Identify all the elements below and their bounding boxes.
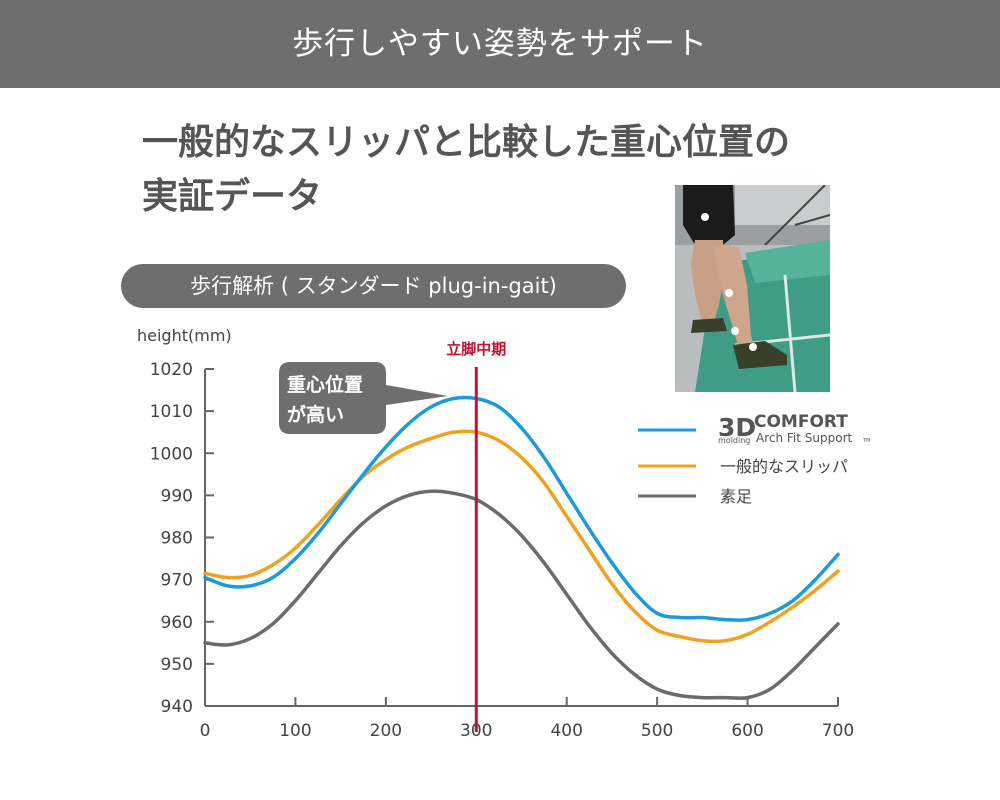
x-ticks: 0100200300400500600700 bbox=[200, 697, 854, 741]
gait-photo-illustration bbox=[675, 185, 830, 392]
y-ticks: 940 950 960 970 980 990 1000 1010 1020 bbox=[150, 360, 214, 717]
callout-line-2: が高い bbox=[287, 403, 344, 426]
section-label-pill: 歩行解析 ( スタンダード plug-in-gait) bbox=[121, 264, 626, 308]
callout-bubble: 重心位置 が高い bbox=[279, 362, 448, 434]
x-tick-label: 600 bbox=[731, 721, 763, 741]
series-lines bbox=[203, 395, 840, 700]
heading-line-2: 実証データ bbox=[142, 176, 323, 217]
brand-molding: molding bbox=[718, 436, 750, 445]
series-line-2 bbox=[203, 489, 840, 700]
y-tick-label: 1020 bbox=[150, 360, 193, 380]
y-tick-label: 960 bbox=[161, 613, 193, 633]
series-line-0 bbox=[203, 395, 840, 622]
legend-label-barefoot: 素足 bbox=[720, 487, 752, 506]
callout-line-1: 重心位置 bbox=[287, 373, 363, 396]
page-heading: 一般的なスリッパと比較した重心位置の 実証データ bbox=[142, 116, 882, 224]
y-tick-label: 980 bbox=[161, 529, 193, 549]
y-axis-label: height(mm) bbox=[137, 326, 232, 345]
x-tick-label: 200 bbox=[370, 721, 402, 741]
brand-tagline: Arch Fit Support bbox=[756, 431, 853, 445]
series-line-1 bbox=[203, 429, 840, 644]
y-tick-label: 950 bbox=[161, 655, 193, 675]
midstance-marker-label: 立脚中期 bbox=[446, 340, 506, 358]
brand-comfort: COMFORT bbox=[754, 412, 848, 432]
y-tick-label: 990 bbox=[161, 486, 193, 506]
x-tick-label: 700 bbox=[822, 721, 854, 741]
legend: 3D COMFORT molding Arch Fit Support TM 一… bbox=[638, 412, 870, 506]
gait-photo bbox=[675, 185, 830, 392]
y-tick-label: 940 bbox=[161, 697, 193, 717]
y-tick-label: 970 bbox=[161, 571, 193, 591]
legend-item-barefoot: 素足 bbox=[638, 487, 752, 506]
x-tick-label: 500 bbox=[641, 721, 673, 741]
y-tick-label: 1000 bbox=[150, 444, 193, 464]
x-tick-label: 100 bbox=[279, 721, 311, 741]
section-label-text: 歩行解析 ( スタンダード plug-in-gait) bbox=[190, 274, 557, 298]
y-tick-label: 1010 bbox=[150, 402, 193, 422]
x-tick-label: 400 bbox=[550, 721, 582, 741]
legend-label-slipper: 一般的なスリッパ bbox=[720, 457, 848, 476]
brand-tm: TM bbox=[862, 438, 870, 444]
top-banner: 歩行しやすい姿勢をサポート bbox=[0, 0, 1000, 88]
heading-line-1: 一般的なスリッパと比較した重心位置の bbox=[142, 122, 791, 163]
legend-item-3dcomfort: 3D COMFORT molding Arch Fit Support TM bbox=[638, 412, 870, 445]
x-tick-label: 0 bbox=[200, 721, 211, 741]
banner-title: 歩行しやすい姿勢をサポート bbox=[292, 26, 708, 62]
legend-item-slipper: 一般的なスリッパ bbox=[638, 457, 848, 476]
brand-3d: 3D bbox=[718, 413, 756, 442]
